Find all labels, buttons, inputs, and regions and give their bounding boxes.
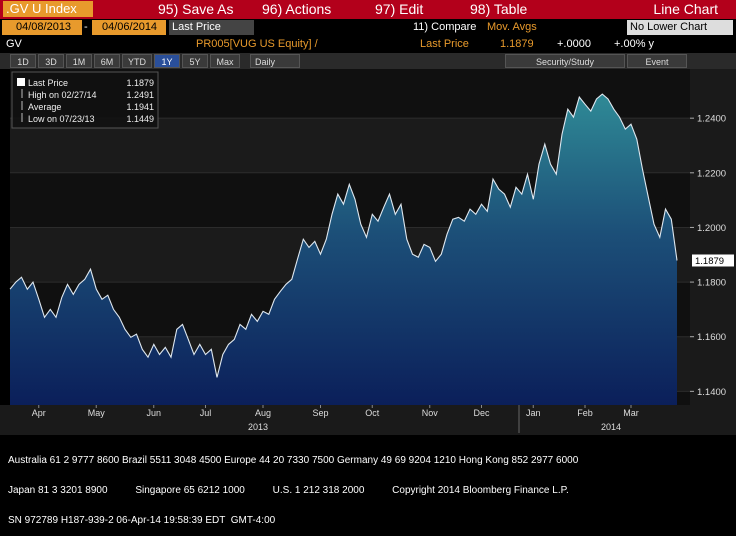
title-bar: .GV U Index 95) Save As 96) Actions 97) …	[0, 0, 736, 19]
period-button[interactable]: 6M	[94, 54, 120, 68]
period-button[interactable]: 1D	[10, 54, 36, 68]
security-name: PR005[VUG US Equity] /	[196, 38, 318, 50]
legend-value: 1.1941	[126, 102, 154, 112]
axis-background	[690, 69, 736, 435]
settings-bar: 04/08/2013 - 04/06/2014 Last Price 11) C…	[0, 19, 736, 36]
legend-value: 1.2491	[126, 90, 154, 100]
x-tick-label: Oct	[365, 408, 380, 418]
y-tick-label: 1.2000	[697, 223, 726, 234]
legend-label: Last Price	[28, 78, 68, 88]
tool-button[interactable]: Security/Study	[505, 54, 625, 68]
change: +.0000	[557, 38, 591, 50]
field-name: Last Price	[420, 38, 469, 50]
menu-button[interactable]: 98) Table	[470, 1, 528, 17]
security-field[interactable]: .GV U Index	[3, 1, 93, 17]
header-bar: GV PR005[VUG US Equity] / Last Price 1.1…	[0, 36, 736, 53]
chart: 1.1400 1.1600 1.1800 1.2000 1.2200 1.2400 1.18…	[0, 69, 736, 435]
y-tick-label: 1.2400	[697, 114, 726, 125]
compare-button[interactable]: 11) Compare	[413, 21, 477, 33]
last-price-tag	[692, 254, 734, 267]
footer: Australia 61 2 9777 8600 Brazil 5511 304…	[8, 436, 578, 536]
y-tick-label: 1.1400	[697, 387, 726, 398]
menu-button[interactable]: 97) Edit	[375, 1, 424, 17]
view-name: Line Chart	[653, 1, 718, 17]
x-tick-label: Apr	[32, 408, 46, 418]
axis-background	[0, 405, 690, 435]
area	[10, 94, 677, 405]
legend-value: 1.1449	[126, 114, 154, 124]
last-value: 1.1879	[500, 38, 534, 50]
period-bar: 1D 3D 1M 6M YTD 1Y 5Y Max Daily Security/Study …	[0, 53, 736, 69]
lower-chart-select[interactable]: No Lower Chart	[627, 20, 733, 35]
x-tick-label: Dec	[473, 408, 490, 418]
x-tick-label: Sep	[312, 408, 328, 418]
start-date[interactable]: 04/08/2013	[2, 20, 82, 35]
x-tick-label: Jul	[200, 408, 212, 418]
period-button[interactable]: Max	[210, 54, 240, 68]
date-separator: -	[84, 21, 88, 33]
legend-value: 1.1879	[126, 78, 154, 88]
mov-avgs[interactable]: Mov. Avgs	[487, 21, 537, 33]
y-tick-label: 1.2200	[697, 168, 726, 179]
legend-label: Low on 07/23/13	[28, 114, 95, 124]
field-select[interactable]: Last Price	[169, 20, 254, 35]
menu-button[interactable]: 95) Save As	[158, 1, 234, 17]
legend: Last Price 1.1879 High on 02/27/14 1.2491 Av…	[11, 71, 159, 129]
period-button[interactable]: 1M	[66, 54, 92, 68]
legend-frame	[11, 71, 159, 129]
x-tick-label: May	[88, 408, 106, 418]
x-tick-label: Aug	[255, 408, 271, 418]
x-tick-label: Jan	[526, 408, 541, 418]
period-button[interactable]: 3D	[38, 54, 64, 68]
legend-label: High on 02/27/14	[28, 90, 97, 100]
x-tick-label: Jun	[146, 408, 161, 418]
legend-swatch	[17, 78, 25, 86]
period-button[interactable]: YTD	[122, 54, 152, 68]
x-tick-label: Mar	[623, 408, 639, 418]
frequency-select[interactable]: Daily	[250, 54, 300, 68]
x-tick-label: Feb	[577, 408, 593, 418]
menu-button[interactable]: 96) Actions	[262, 1, 332, 17]
legend-label: Average	[28, 102, 61, 112]
last-price-label: 1.1879	[695, 256, 724, 267]
year-label: 2013	[248, 422, 268, 432]
end-date[interactable]: 04/06/2014	[92, 20, 166, 35]
ticker: GV	[6, 38, 22, 50]
y-tick-label: 1.1800	[697, 278, 726, 289]
y-tick-label: 1.1600	[697, 332, 726, 343]
period-button[interactable]: 1Y	[154, 54, 180, 68]
footer-line: Australia 61 2 9777 8600 Brazil 5511 304…	[8, 455, 579, 466]
tool-button[interactable]: Event	[627, 54, 687, 68]
line	[9, 93, 678, 378]
footer-line: SN 972789 H187-939-2 06-Apr-14 19:58:39 …	[8, 515, 276, 526]
period-button[interactable]: 5Y	[182, 54, 208, 68]
change-pct: +.00% y	[614, 38, 655, 50]
year-label: 2014	[601, 422, 621, 432]
footer-line: Japan 81 3 3201 8900 Singapore 65 6212 1…	[8, 485, 569, 496]
x-tick-label: Nov	[422, 408, 439, 418]
